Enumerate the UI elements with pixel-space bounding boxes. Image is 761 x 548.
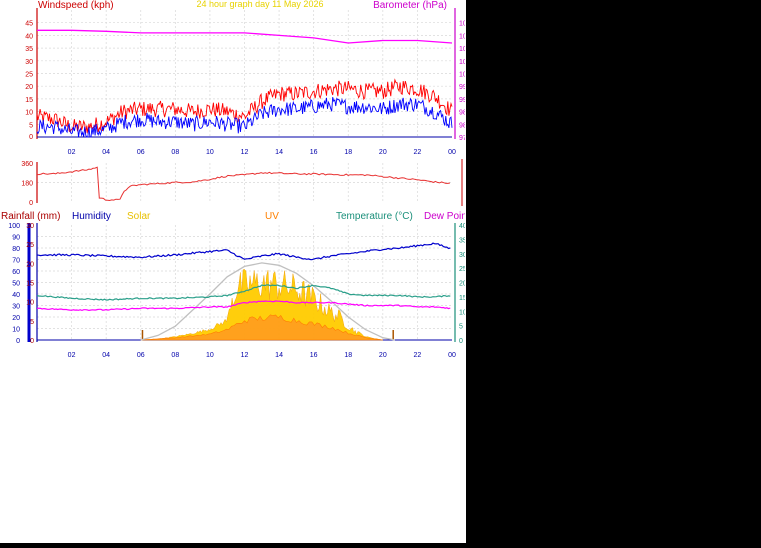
humidity-tick-label: 70 [12, 258, 20, 265]
rainfall-tick-label: 0 [30, 338, 34, 345]
humidity-tick-label: 0 [16, 338, 20, 345]
windspeed-tick-label: 5 [29, 122, 33, 129]
solar-max-curve [140, 262, 396, 341]
temperature-tick-label: 20 [459, 281, 465, 288]
weather-graph-svg: 0510152025303540459759809859909951000100… [1, 0, 490, 359]
barometer-tick-label: 995 [459, 84, 465, 91]
rainfall-tick-label: 25 [26, 242, 34, 249]
temperature-tick-label: 10 [459, 309, 465, 316]
barometer-tick-label: 980 [459, 122, 465, 129]
humidity-tick-label: 90 [12, 235, 20, 242]
chart3-x-tick-label: 08 [171, 352, 179, 359]
barometer-series-line [37, 29, 453, 44]
chart-marks [36, 29, 453, 341]
windspeed-tick-label: 20 [25, 84, 33, 91]
rainfall-tick-label: 10 [26, 300, 34, 307]
temperature-tick-label: 0 [459, 338, 463, 345]
humidity-label: Humidity [72, 211, 111, 222]
humidity-tick-label: 10 [12, 327, 20, 334]
temperature-tick-label: 30 [459, 252, 465, 259]
chart3-x-tick-label: 14 [275, 352, 283, 359]
windspeed-tick-label: 25 [25, 72, 33, 79]
chart3-x-tick-label: 00 [448, 352, 456, 359]
chart-title: 24 hour graph day 11 May 2026 [197, 0, 324, 9]
temperature-tick-label: 40 [459, 223, 465, 230]
chart1-x-tick-label: 12 [241, 149, 249, 156]
humidity-tick-label: 50 [12, 281, 20, 288]
temperature-tick-label: 5 [459, 324, 463, 331]
panel-border [465, 0, 466, 543]
rainfall-tick-label: 5 [30, 319, 34, 326]
uv-area [140, 314, 383, 341]
weather-graph-panel: 0510152025303540459759809859909951000100… [0, 0, 490, 543]
barometer-tick-label: 975 [459, 135, 465, 142]
wind-direction-series-line [36, 166, 450, 202]
chart3-x-tick-label: 18 [344, 352, 352, 359]
direction-tick-label: 0 [29, 200, 33, 207]
rainfall-tick-label: 15 [26, 281, 34, 288]
dewpoint-series-line [36, 300, 451, 312]
rainfall-label: Rainfall (mm) [1, 211, 60, 222]
chart1-x-tick-label: 04 [102, 149, 110, 156]
humidity-tick-label: 80 [12, 246, 20, 253]
windspeed-tick-label: 40 [25, 33, 33, 40]
uv-label: UV [265, 211, 279, 222]
barometer-tick-label: 985 [459, 110, 465, 117]
chart1-x-tick-label: 08 [171, 149, 179, 156]
temperature-series-line [36, 284, 451, 301]
chart3-x-tick-label: 06 [137, 352, 145, 359]
windspeed-tick-label: 35 [25, 46, 33, 53]
humidity-tick-label: 30 [12, 304, 20, 311]
humidity-series-line [36, 242, 451, 261]
temperature-tick-label: 35 [459, 237, 465, 244]
chart2-axes: 0180360NWSEN [21, 158, 476, 214]
rainfall-tick-label: 30 [26, 223, 34, 230]
windspeed-tick-label: 30 [25, 59, 33, 66]
chart1-x-tick-label: 06 [137, 149, 145, 156]
barometer-label: Barometer (hPa) [373, 0, 447, 11]
chart1-x-tick-label: 16 [310, 149, 318, 156]
direction-tick-label: 180 [21, 181, 33, 188]
chart3-x-tick-label: 02 [68, 352, 76, 359]
humidity-tick-label: 40 [12, 292, 20, 299]
chart3-x-tick-label: 10 [206, 352, 214, 359]
humidity-tick-label: 60 [12, 269, 20, 276]
chart3-x-tick-label: 04 [102, 352, 110, 359]
chart1-x-tick-label: 18 [344, 149, 352, 156]
chart1-x-tick-label: 00 [448, 149, 456, 156]
chart1-x-tick-label: 22 [414, 149, 422, 156]
barometer-tick-label: 990 [459, 97, 465, 104]
direction-tick-label: 360 [21, 161, 33, 168]
chart1-x-tick-label: 10 [206, 149, 214, 156]
windspeed-tick-label: 10 [25, 110, 33, 117]
windspeed-tick-label: 15 [25, 97, 33, 104]
chart1-x-tick-label: 20 [379, 149, 387, 156]
dewpoint-label: Dew Point (°C) [424, 211, 465, 222]
temperature-label: Temperature (°C) [336, 211, 413, 222]
rainfall-tick-label: 20 [26, 261, 34, 268]
windspeed-tick-label: 0 [29, 134, 33, 141]
windspeed-tick-label: 45 [25, 21, 33, 28]
humidity-tick-label: 20 [12, 315, 20, 322]
temperature-tick-label: 15 [459, 295, 465, 302]
windspeed-label: Windspeed (kph) [38, 0, 114, 11]
temperature-tick-label: 25 [459, 266, 465, 273]
chart3-x-tick-label: 20 [379, 352, 387, 359]
chart1-x-tick-label: 14 [275, 149, 283, 156]
average-wind-series-line [36, 96, 453, 138]
chart1-x-tick-label: 02 [68, 149, 76, 156]
gust-series-line [36, 78, 453, 134]
chart3-x-tick-label: 22 [414, 352, 422, 359]
chart3-x-tick-label: 16 [310, 352, 318, 359]
solar-label: Solar [127, 211, 151, 222]
chart3-x-tick-label: 12 [241, 352, 249, 359]
humidity-tick-label: 100 [8, 223, 20, 230]
